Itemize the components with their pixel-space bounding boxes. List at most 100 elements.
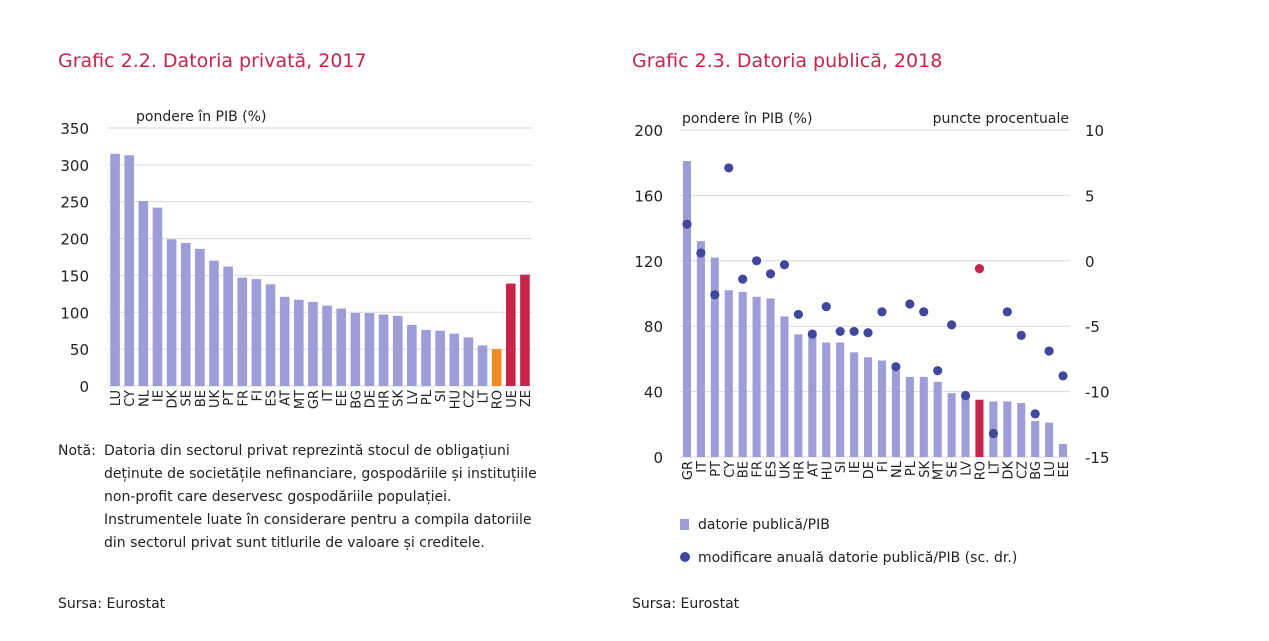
x-tick-label: CZ [462,390,477,408]
x-tick-label: UK [778,461,793,480]
x-tick-label: SE [946,461,961,477]
x-tick-label: UE [505,390,520,408]
bar-nl [138,200,149,386]
x-tick-label: LU [1043,461,1058,477]
dot-gr [682,219,692,229]
dot-it [696,248,706,258]
x-tick-label: SI [834,461,849,473]
x-tick-label: NL [890,460,905,478]
x-tick-label: IE [848,461,863,473]
x-tick-label: ES [265,390,280,406]
dot-fi [877,307,887,317]
x-tick-label: FI [250,390,265,401]
dot-cz [1016,330,1026,340]
bar-ee [336,308,347,386]
y-tick-label: 200 [60,231,89,249]
y-tick-label: 250 [60,194,89,212]
x-tick-label: AT [279,390,294,406]
x-tick-label: RO [973,461,988,480]
legend-item-bar: datorie publică/PIB [680,517,830,533]
dot-ee [1058,371,1068,381]
bar-it [696,241,705,457]
dot-uk [779,260,790,270]
y-right-tick-label: 5 [1085,187,1095,205]
x-tick-label: LT [477,390,492,403]
bar-se [947,393,956,457]
bar-dk [166,239,177,386]
x-tick-label: HU [820,461,835,480]
chart1-title: Grafic 2.2. Datoria privată, 2017 [58,50,367,72]
x-tick-label: SK [392,390,407,407]
y-tick-label: 0 [79,378,89,396]
y-right-tick-label: -5 [1085,318,1100,336]
x-tick-label: LT [987,461,1002,474]
y-axis-label-right: puncte procentuale [933,111,1069,127]
bar-de [364,313,375,386]
bar-sk [392,315,403,386]
bar-si [836,342,845,457]
bar-sk [919,376,928,457]
dot-sk [919,307,929,317]
x-tick-label: UK [208,390,223,409]
bar-gr [682,161,692,457]
x-tick-label: NL [137,389,152,407]
bar-dk [1003,401,1012,457]
x-tick-label: BE [194,390,209,407]
dot-bg [1030,409,1040,419]
bar-bg [1031,421,1040,457]
x-tick-label: CZ [1015,461,1030,479]
x-tick-label: IT [321,390,336,402]
x-tick-label: LV [406,390,421,405]
chart2-source: Sursa: Eurostat [632,596,740,612]
legend-item-dot: modificare anuală datorie publică/PIB (s… [680,550,1017,566]
bar-be [738,291,747,457]
bar-uk [780,316,789,457]
y-right-tick-label: 10 [1085,122,1104,140]
y-tick-label: 150 [60,267,89,285]
y-tick-label: 160 [634,187,663,205]
bar-ee [1058,443,1068,457]
x-tick-label: CY [123,390,138,407]
x-tick-label: ES [765,461,780,477]
y-right-tick-label: -10 [1085,384,1110,402]
bar-ro [491,349,502,386]
bar-lu [1045,422,1054,457]
bar-hu [449,333,460,386]
x-tick-label: PT [709,461,724,477]
x-tick-label: AT [806,461,821,477]
y-tick-label: 80 [644,318,663,336]
bar-ie [152,207,163,386]
dot-pl [905,299,915,309]
dot-fr [752,256,762,266]
bar-lu [110,153,120,386]
y-tick-label: 50 [70,341,89,359]
bar-cz [463,337,474,386]
y-tick-label: 100 [60,304,89,322]
x-tick-label: FR [236,390,251,407]
bar-lt [477,345,488,386]
bar-at [279,296,290,386]
bar-es [265,284,276,386]
x-tick-label: DK [1001,461,1016,480]
bar-es [766,298,775,457]
bar-ie [850,352,859,457]
x-tick-label: CY [723,461,738,478]
legend-bar-label: datorie publică/PIB [698,517,830,533]
note-label: Notă: [58,443,96,459]
dot-mt [933,366,943,376]
bar-mt [293,299,304,386]
x-tick-label: FI [876,461,891,472]
legend-dot-label: modificare anuală datorie publică/PIB (s… [698,550,1018,566]
x-tick-label: LV [960,461,975,476]
dot-si [835,326,845,337]
dot-es [765,269,776,279]
y-tick-label: 120 [634,253,663,271]
dot-dk [1002,307,1012,317]
y-tick-label: 200 [634,122,663,140]
x-tick-label: SI [434,390,449,402]
bar-pl [421,329,431,386]
legend-dot-swatch [680,552,690,562]
bar-fr [237,277,248,386]
y-right-tick-label: -15 [1085,449,1110,467]
y-tick-label: 300 [60,157,89,175]
